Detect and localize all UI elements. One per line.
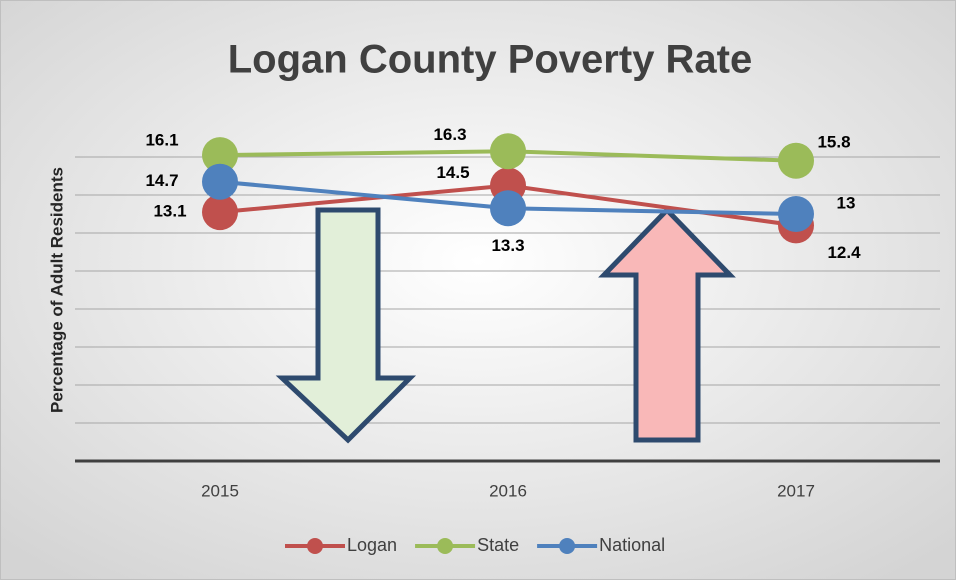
legend-marker: [307, 538, 323, 554]
data-label: 13: [837, 193, 856, 212]
data-point: [778, 196, 814, 232]
x-tick-label: 2017: [777, 481, 815, 500]
y-axis-label: Percentage of Adult Residents: [47, 167, 66, 413]
x-tick-label: 2015: [201, 481, 239, 500]
data-point: [202, 163, 238, 200]
data-label: 13.3: [491, 236, 524, 255]
data-label: 16.3: [433, 125, 466, 144]
chart-title: Logan County Poverty Rate: [228, 38, 753, 82]
data-label: 14.7: [145, 171, 178, 190]
data-point: [202, 137, 238, 174]
data-point: [202, 194, 238, 231]
legend-marker: [559, 538, 576, 554]
legend: Logan State National: [285, 535, 665, 555]
data-point: [778, 142, 814, 179]
legend-marker: [437, 538, 454, 554]
legend-label: Logan: [347, 535, 397, 555]
down-arrow: [275, 207, 417, 444]
legend-label: State: [477, 535, 519, 555]
data-point: [490, 190, 526, 227]
legend-label: National: [599, 535, 665, 555]
data-label: 13.1: [153, 202, 186, 221]
series-group: 13.1 14.5 12.4 16.1 16.3 15.8 14.7 13.3 13: [145, 125, 861, 262]
data-label: 15.8: [817, 132, 850, 151]
data-point: [490, 133, 526, 170]
data-label: 14.5: [436, 163, 469, 182]
data-label: 16.1: [145, 131, 178, 150]
x-tick-label: 2016: [489, 481, 527, 500]
data-label: 12.4: [827, 243, 861, 262]
up-arrow: [598, 206, 736, 443]
